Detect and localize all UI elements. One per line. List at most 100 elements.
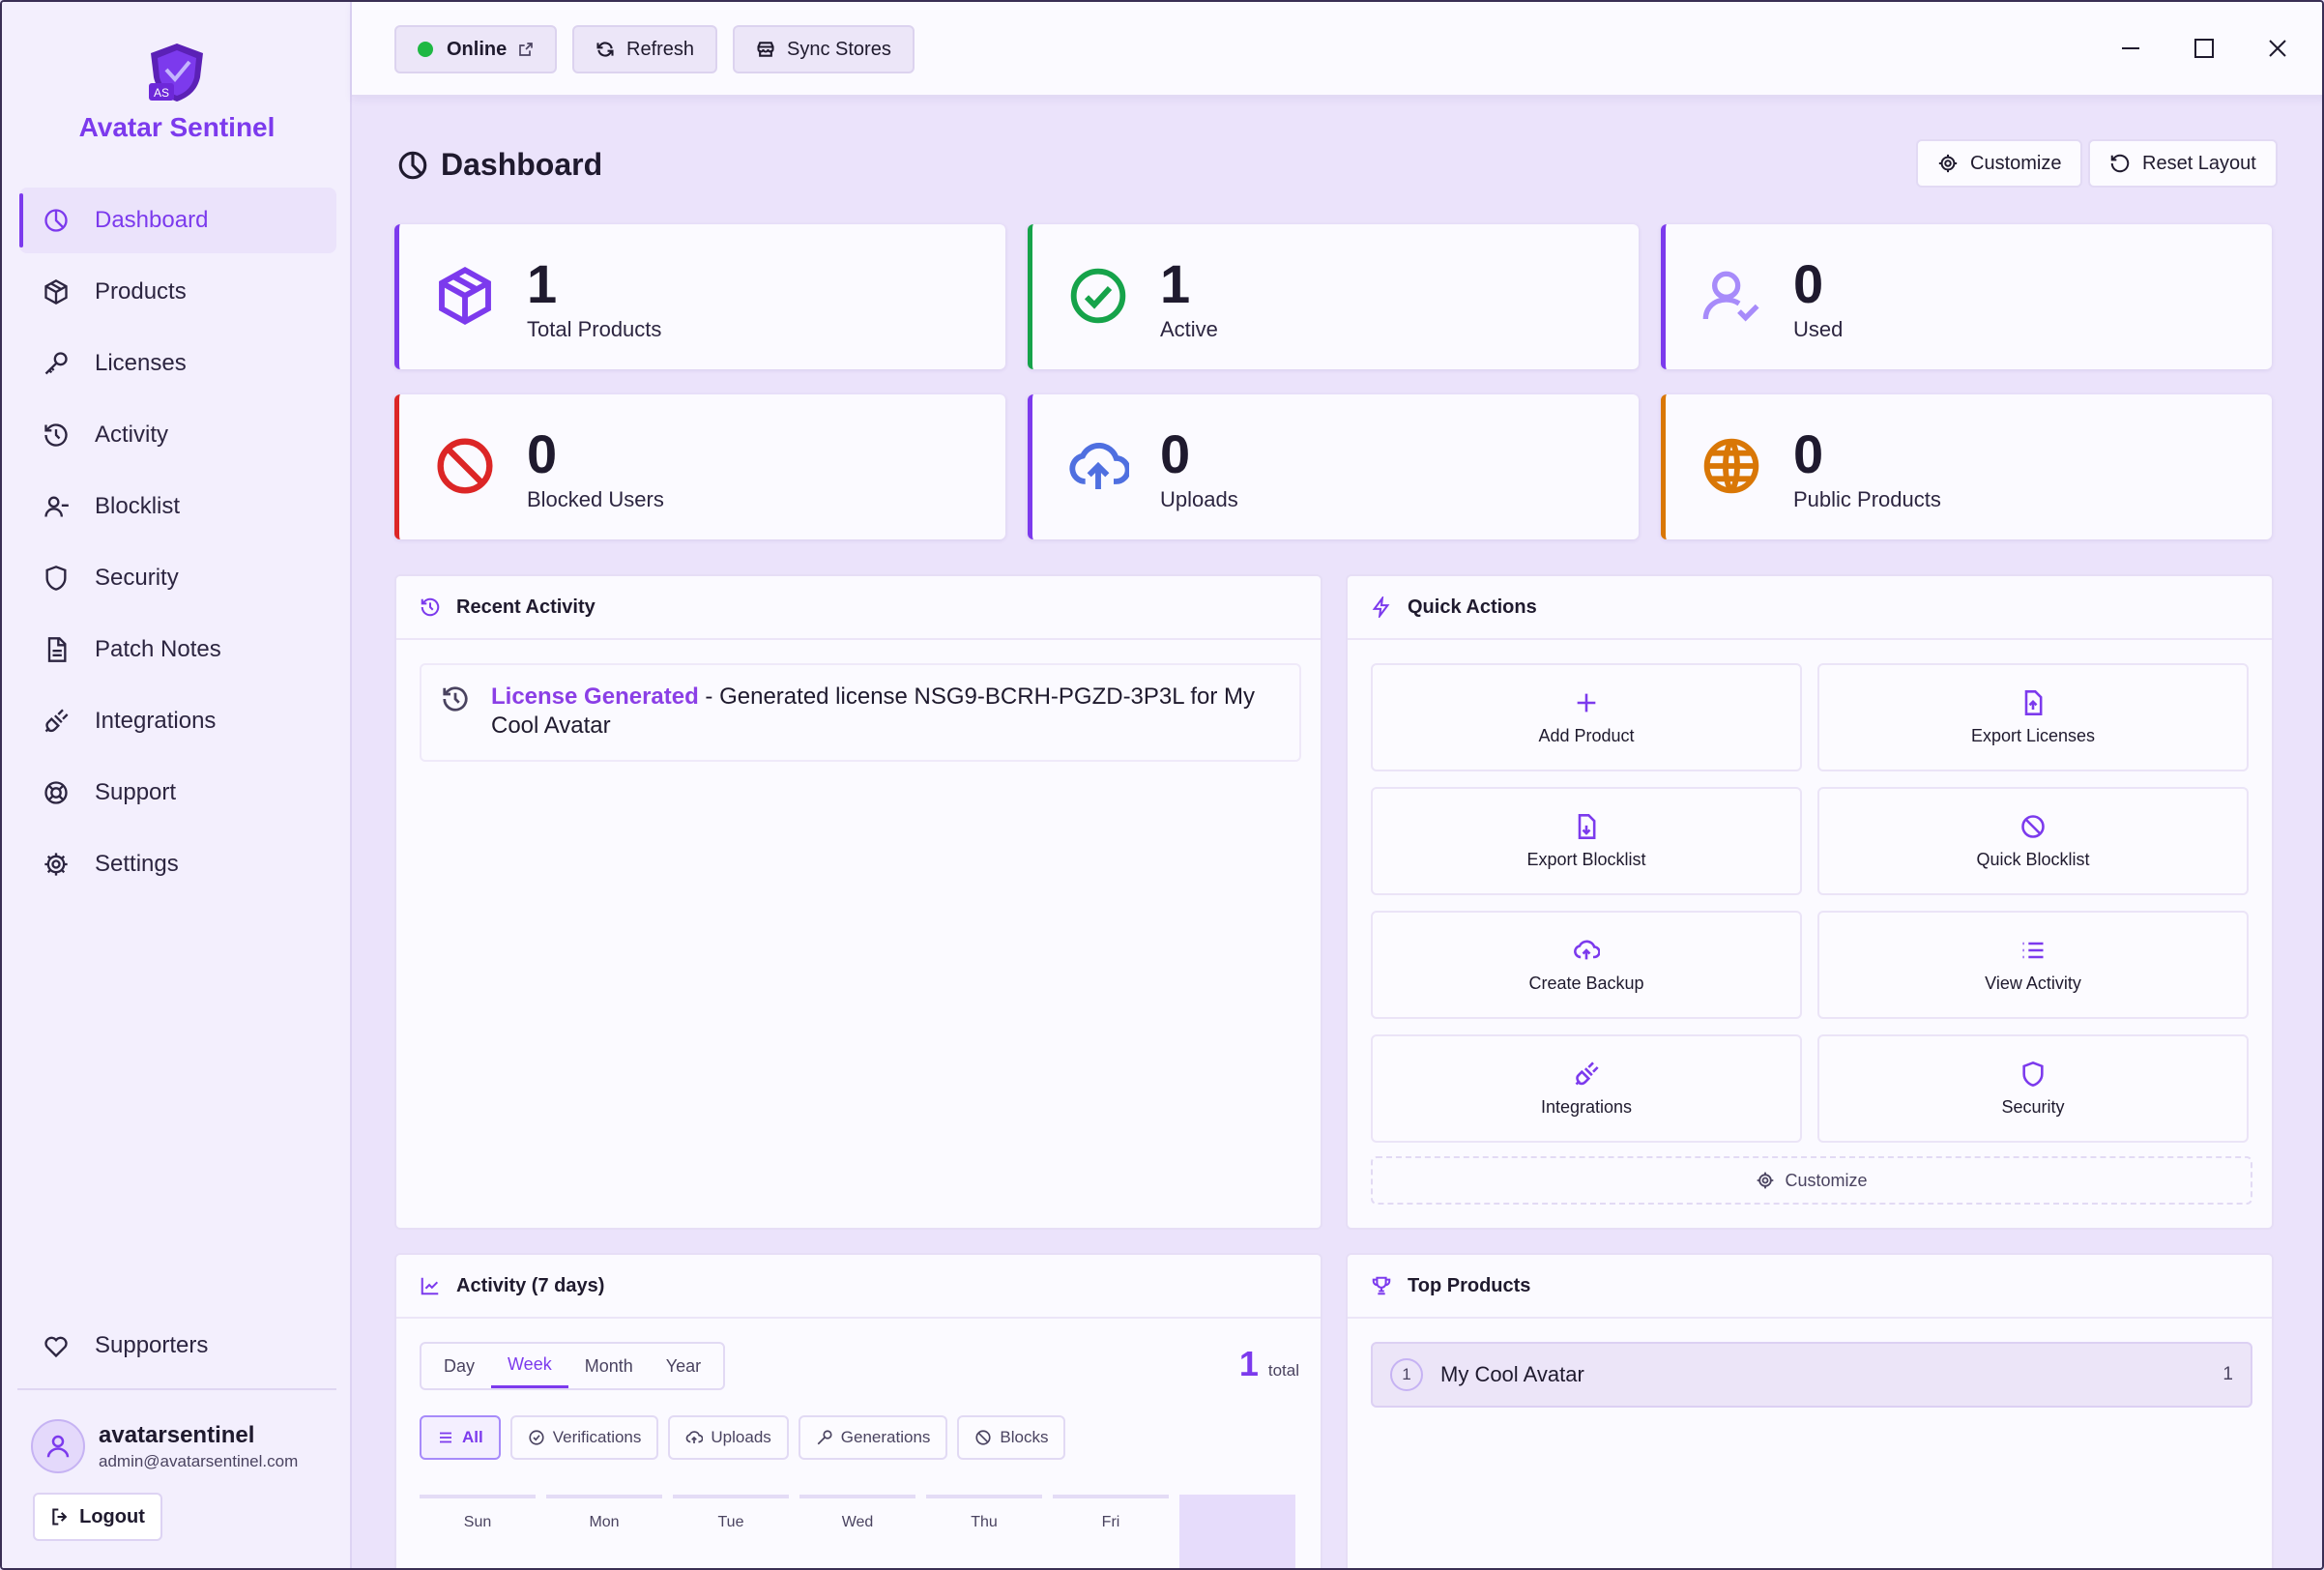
sidebar-nav: Dashboard Products Licenses Activity Blo…: [19, 188, 336, 903]
sidebar-item-label: Activity: [95, 422, 169, 448]
svg-text:AS: AS: [154, 86, 169, 100]
sidebar-item-security[interactable]: Security: [19, 545, 336, 611]
create-backup-button[interactable]: Create Backup: [1371, 911, 1802, 1019]
sidebar-item-supporters[interactable]: Supporters: [19, 1313, 336, 1379]
customize-actions-button[interactable]: Customize: [1371, 1156, 2252, 1205]
check-circle-icon: [529, 1430, 544, 1445]
file-download-icon: [1578, 813, 1596, 839]
close-icon: [2269, 40, 2286, 57]
reset-layout-button[interactable]: Reset Layout: [2088, 139, 2278, 188]
filter-label: All: [462, 1428, 483, 1446]
action-label: Integrations: [1540, 1096, 1633, 1117]
sidebar-item-label: Security: [95, 565, 179, 591]
status-label: Online: [447, 38, 508, 60]
trophy-icon: [1372, 1276, 1391, 1295]
export-licenses-button[interactable]: Export Licenses: [1817, 663, 2249, 771]
tab-week[interactable]: Week: [491, 1344, 568, 1388]
close-button[interactable]: [2241, 25, 2314, 72]
brand: AS Avatar Sentinel: [2, 41, 352, 143]
stat-value: 1: [1160, 253, 1191, 314]
view-activity-button[interactable]: View Activity: [1817, 911, 2249, 1019]
sidebar-item-label: Settings: [95, 851, 179, 877]
rank-badge: 1: [1390, 1358, 1423, 1391]
quick-actions-panel: Quick Actions Add Product Export License…: [1346, 574, 2274, 1230]
quick-blocklist-button[interactable]: Quick Blocklist: [1817, 787, 2249, 895]
tab-day[interactable]: Day: [444, 1355, 476, 1376]
stat-card-uploads[interactable]: 0 Uploads: [1028, 394, 1639, 539]
sidebar-item-label: Support: [95, 779, 177, 805]
action-label: Add Product: [1538, 725, 1635, 745]
filter-generations[interactable]: Generations: [798, 1415, 948, 1460]
filter-verifications[interactable]: Verifications: [509, 1415, 659, 1460]
total-label: total: [1267, 1361, 1299, 1380]
history-icon: [44, 423, 68, 447]
tab-month[interactable]: Month: [584, 1355, 633, 1376]
activity-day-columns: Sun Mon Tue Wed Thu Fri: [420, 1495, 1306, 1568]
day-column: Tue: [673, 1495, 789, 1553]
stat-label: Uploads: [1160, 487, 1238, 511]
cloud-upload-icon: [1574, 940, 1600, 959]
stat-card-total-products[interactable]: 1 Total Products: [394, 224, 1005, 369]
top-product-row[interactable]: 1 My Cool Avatar 1: [1371, 1342, 2252, 1408]
panel-header: Quick Actions: [1348, 576, 2272, 640]
activity-type: License Generated: [491, 683, 699, 710]
total-value: 1: [1238, 1344, 1259, 1383]
sidebar: AS Avatar Sentinel Dashboard Products Li…: [2, 2, 352, 1568]
key-icon: [817, 1430, 832, 1445]
activity-chart-panel: Activity (7 days) Day Week Month Year 1 …: [394, 1253, 1322, 1568]
logout-button[interactable]: Logout: [33, 1493, 162, 1541]
day-column: Fri: [1053, 1495, 1169, 1553]
sidebar-item-patch-notes[interactable]: Patch Notes: [19, 617, 336, 683]
sidebar-item-integrations[interactable]: Integrations: [19, 688, 336, 754]
divider: [17, 1388, 336, 1390]
online-status-button[interactable]: Online: [394, 25, 558, 73]
sidebar-item-settings[interactable]: Settings: [19, 831, 336, 897]
sync-label: Sync Stores: [787, 38, 891, 60]
window-controls: [2094, 25, 2314, 72]
integrations-button[interactable]: Integrations: [1371, 1034, 1802, 1143]
filter-blocks[interactable]: Blocks: [957, 1415, 1066, 1460]
main-content: Dashboard Customize Reset Layout 1 Total…: [352, 97, 2322, 1568]
stat-card-used[interactable]: 0 Used: [1661, 224, 2272, 369]
avatar[interactable]: [31, 1419, 85, 1473]
customize-button[interactable]: Customize: [1916, 139, 2083, 188]
sidebar-item-blocklist[interactable]: Blocklist: [19, 474, 336, 539]
sidebar-item-label: Supporters: [95, 1332, 209, 1358]
add-product-button[interactable]: Add Product: [1371, 663, 1802, 771]
panel-header: Activity (7 days): [396, 1255, 1321, 1319]
refresh-button[interactable]: Refresh: [572, 25, 718, 73]
activity-list-item[interactable]: License Generated - Generated license NS…: [420, 663, 1301, 762]
filter-all[interactable]: All: [420, 1415, 501, 1460]
tab-year[interactable]: Year: [665, 1355, 702, 1376]
action-label: View Activity: [1985, 973, 2081, 993]
sync-stores-button[interactable]: Sync Stores: [733, 25, 915, 73]
reset-layout-label: Reset Layout: [2142, 152, 2256, 174]
sidebar-item-licenses[interactable]: Licenses: [19, 331, 336, 396]
lightning-icon: [1372, 596, 1390, 618]
ban-icon: [2021, 814, 2045, 838]
day-column: Wed: [799, 1495, 915, 1553]
stat-card-public-products[interactable]: 0 Public Products: [1661, 394, 2272, 539]
sidebar-item-dashboard[interactable]: Dashboard: [19, 188, 336, 253]
page-title: Dashboard: [396, 147, 602, 183]
filter-label: Blocks: [1000, 1428, 1049, 1446]
stat-label: Total Products: [527, 317, 662, 341]
activity-filters: All Verifications Uploads Generations Bl…: [420, 1415, 1075, 1460]
stat-card-blocked-users[interactable]: 0 Blocked Users: [394, 394, 1005, 539]
panel-title: Quick Actions: [1408, 596, 1537, 618]
security-button[interactable]: Security: [1817, 1034, 2249, 1143]
stat-card-active[interactable]: 1 Active: [1028, 224, 1639, 369]
product-count: 1: [2222, 1364, 2233, 1384]
sidebar-item-products[interactable]: Products: [19, 259, 336, 325]
heart-icon: [44, 1336, 68, 1358]
chart-line-icon: [421, 1277, 439, 1295]
user-check-icon: [1702, 271, 1759, 322]
filter-uploads[interactable]: Uploads: [668, 1415, 789, 1460]
document-icon: [47, 637, 67, 662]
sidebar-item-label: Dashboard: [95, 207, 209, 233]
minimize-button[interactable]: [2094, 25, 2167, 72]
export-blocklist-button[interactable]: Export Blocklist: [1371, 787, 1802, 895]
maximize-button[interactable]: [2167, 25, 2241, 72]
sidebar-item-activity[interactable]: Activity: [19, 402, 336, 468]
sidebar-item-support[interactable]: Support: [19, 760, 336, 826]
